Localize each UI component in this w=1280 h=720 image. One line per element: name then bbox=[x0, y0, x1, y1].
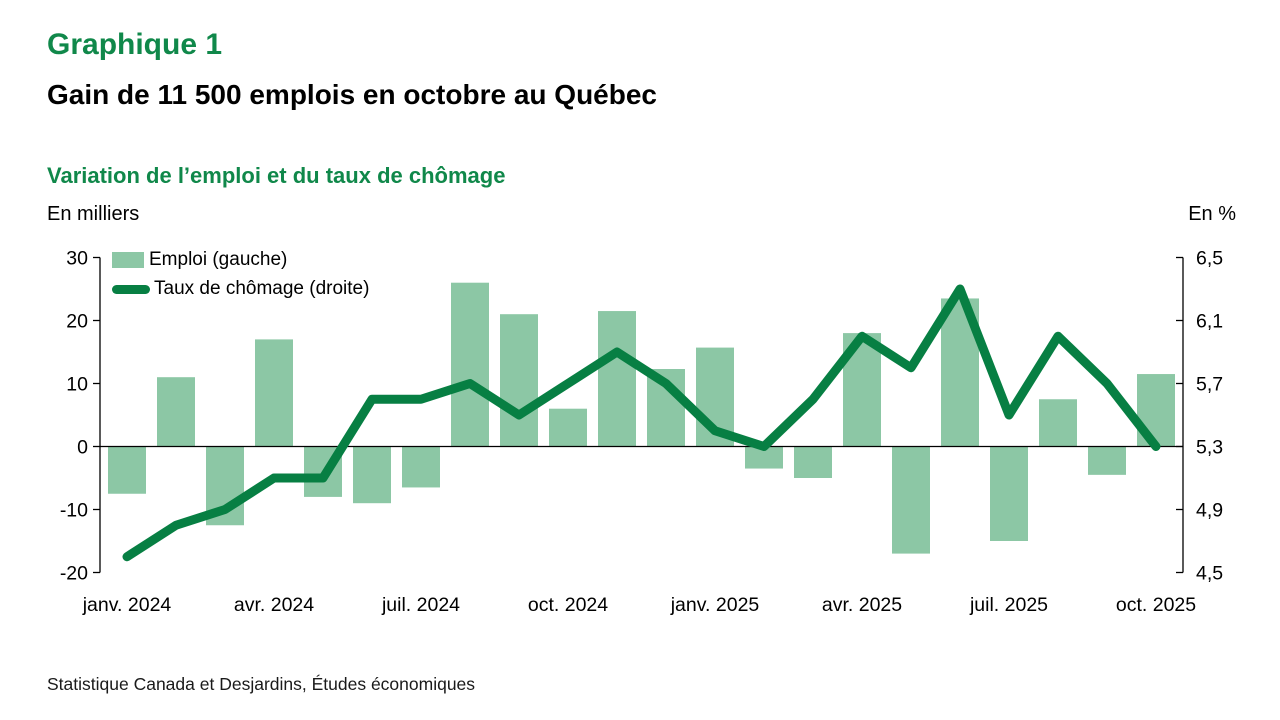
x-axis-tick-label: janv. 2024 bbox=[82, 594, 172, 616]
y-axis-tick-label-left: -20 bbox=[60, 562, 88, 584]
unemployment-line bbox=[122, 284, 1161, 562]
x-axis-tick-label: juil. 2024 bbox=[381, 594, 460, 616]
employment-bar bbox=[451, 282, 489, 447]
employment-bar bbox=[990, 446, 1028, 541]
x-axis-tick-label: avr. 2025 bbox=[822, 594, 902, 616]
employment-bar bbox=[794, 446, 832, 478]
x-axis-tick-label: janv. 2025 bbox=[670, 594, 760, 616]
page-title: Graphique 1 bbox=[47, 28, 223, 61]
x-axis-tick-label: avr. 2024 bbox=[234, 594, 314, 616]
employment-bar bbox=[157, 377, 195, 447]
employment-bar bbox=[353, 446, 391, 504]
y-axis-tick-label-right: 6,5 bbox=[1196, 247, 1223, 269]
employment-bar bbox=[500, 314, 538, 447]
x-axis-tick-label: oct. 2024 bbox=[528, 594, 608, 616]
employment-bar bbox=[892, 446, 930, 554]
y-axis-tick-label-right: 4,9 bbox=[1196, 499, 1223, 521]
employment-bar bbox=[1088, 446, 1126, 475]
unemployment-line-swatch-icon bbox=[112, 284, 150, 294]
y-axis-tick-label-left: 30 bbox=[66, 247, 88, 269]
chart-title: Variation de l’emploi et du taux de chôm… bbox=[47, 163, 506, 188]
x-axis-tick-label: juil. 2025 bbox=[969, 594, 1048, 616]
employment-bar bbox=[402, 446, 440, 488]
chart-legend: Emploi (gauche) Taux de chômage (droite) bbox=[112, 249, 369, 300]
x-axis-tick-label: oct. 2025 bbox=[1116, 594, 1196, 616]
y-axis-tick-label-left: 20 bbox=[66, 310, 88, 332]
legend-label-employment: Emploi (gauche) bbox=[149, 249, 288, 270]
y-axis-tick-label-left: 10 bbox=[66, 373, 88, 395]
y-axis-tick-label-left: 0 bbox=[77, 436, 88, 458]
source-note: Statistique Canada et Desjardins, Études… bbox=[47, 674, 476, 694]
legend-item-unemployment: Taux de chômage (droite) bbox=[112, 278, 369, 300]
right-axis-unit-label: En % bbox=[1188, 203, 1236, 225]
employment-bar bbox=[255, 339, 293, 447]
y-axis-tick-label-right: 6,1 bbox=[1196, 310, 1223, 332]
y-axis-tick-label-right: 4,5 bbox=[1196, 562, 1223, 584]
employment-bar bbox=[549, 408, 587, 447]
employment-bar bbox=[108, 446, 146, 494]
y-axis-tick-label-right: 5,7 bbox=[1196, 373, 1223, 395]
page-subtitle: Gain de 11 500 emplois en octobre au Qué… bbox=[47, 79, 657, 110]
left-axis-unit-label: En milliers bbox=[47, 203, 140, 225]
employment-bar bbox=[745, 446, 783, 469]
y-axis-tick-label-right: 5,3 bbox=[1196, 436, 1223, 458]
employment-bar bbox=[598, 311, 636, 447]
legend-item-employment: Emploi (gauche) bbox=[112, 249, 369, 271]
employment-bar-swatch-icon bbox=[112, 252, 144, 268]
legend-label-unemployment: Taux de chômage (droite) bbox=[154, 278, 370, 299]
employment-bar bbox=[1039, 399, 1077, 447]
y-axis-tick-label-left: -10 bbox=[60, 499, 88, 521]
